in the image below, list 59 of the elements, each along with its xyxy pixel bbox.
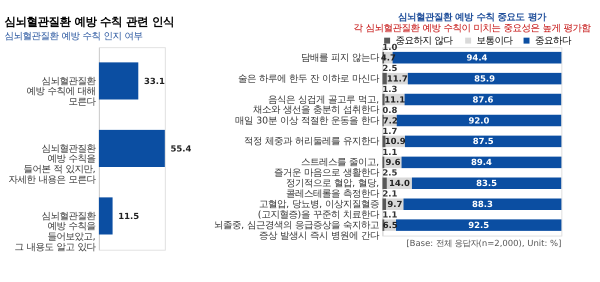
chart-title: 심뇌혈관질환 예방 수칙 중요도 평가 xyxy=(398,12,546,23)
data-label: 9.6 xyxy=(385,157,401,168)
data-label: 94.4 xyxy=(466,52,488,63)
bar xyxy=(408,72,562,84)
bar xyxy=(402,156,562,168)
bar xyxy=(382,72,387,84)
bar xyxy=(382,198,386,210)
y-tick-label: 적정 체중과 허리둘레를 유지한다 xyxy=(244,136,380,148)
data-label: 14.0 xyxy=(388,178,410,188)
data-label: 87.5 xyxy=(472,136,494,146)
bar xyxy=(404,198,562,210)
legend-label: 보통이다 xyxy=(476,35,513,46)
bar xyxy=(382,136,386,148)
data-label: 2.5 xyxy=(382,168,398,178)
bar xyxy=(404,136,562,148)
data-label: 0.8 xyxy=(382,104,398,115)
y-tick-label: 뇌졸중, 심근경색의 응급증상을 숙지하고 증상 발생시 즉시 병원에 간다 xyxy=(214,220,380,242)
bar xyxy=(396,114,562,126)
y-tick-label: 심뇌혈관질환 예방 수칙을 들어본 적 있지만, 자세한 내용은 모른다 xyxy=(8,143,96,186)
y-tick-label: 심뇌혈관질환 예방 수칙에 대해 모른다 xyxy=(26,76,96,108)
y-tick-label: 담배를 피지 않는다 xyxy=(301,52,380,64)
data-label: 1.7 xyxy=(382,126,398,136)
y-tick-label: 매일 30분 이상 적절한 운동을 한다 xyxy=(235,115,380,126)
data-label: 55.4 xyxy=(170,143,192,154)
y-tick-label: 심뇌혈관질환 예방 수칙을 들어보았고, 그 내용도 알고 있다 xyxy=(14,210,96,253)
data-label: 33.1 xyxy=(144,76,165,86)
y-tick-label: 스트레스를 줄이고, 즐거운 마음으로 생활한다 xyxy=(274,157,380,179)
y-tick-label: 고혈압, 당뇨병, 이상지질혈증 (고지혈증)을 꾸준히 치료한다 xyxy=(258,199,380,220)
bar xyxy=(404,94,562,106)
y-tick-label: 정기적으로 혈압, 혈당, 콜레스테롤을 측정한다 xyxy=(286,178,380,200)
data-label: 2.1 xyxy=(382,188,398,199)
data-label: 1.1 xyxy=(382,146,398,157)
data-label: 1.0 xyxy=(382,42,398,52)
chart-subtitle: 각 심뇌혈관질환 예방 수칙이 미치는 중요성은 높게 평가함 xyxy=(353,23,590,34)
y-tick-label: 음식은 싱겁게 골고루 먹고, 채소와 생선을 충분히 섭취한다 xyxy=(253,94,380,116)
bar xyxy=(396,219,562,231)
data-label: 88.3 xyxy=(472,199,493,210)
legend-label: 중요하지 않다 xyxy=(396,35,453,46)
chart-title: 심뇌혈관질환 예방 수칙 인지 여부 xyxy=(4,30,142,42)
data-label: 9.7 xyxy=(387,199,402,210)
data-label: 11.1 xyxy=(384,94,406,104)
data-label: 89.4 xyxy=(471,157,492,168)
data-label: 92.5 xyxy=(468,220,490,230)
data-label: 92.0 xyxy=(468,115,490,126)
data-label: 11.5 xyxy=(118,210,140,221)
data-label: 85.9 xyxy=(474,73,496,84)
data-label: 83.5 xyxy=(476,178,498,188)
data-label: 1.1 xyxy=(382,210,398,220)
y-tick-label: 술은 하루에 한두 잔 이하로 마신다 xyxy=(238,73,380,84)
data-label: 1.3 xyxy=(382,84,398,94)
legend-label: 중요하다 xyxy=(535,35,572,46)
data-label: 10.9 xyxy=(384,136,406,146)
data-label: 87.6 xyxy=(472,94,494,104)
bar xyxy=(412,178,562,190)
text: [Base: 전체 응답자(n=2,000), Unit: %] xyxy=(406,238,562,248)
text: 심뇌혈관질환 예방 수칙 관련 인식 xyxy=(4,16,174,29)
data-label: 11.7 xyxy=(386,73,408,84)
data-label: 2.5 xyxy=(382,63,398,74)
bar xyxy=(382,178,387,190)
